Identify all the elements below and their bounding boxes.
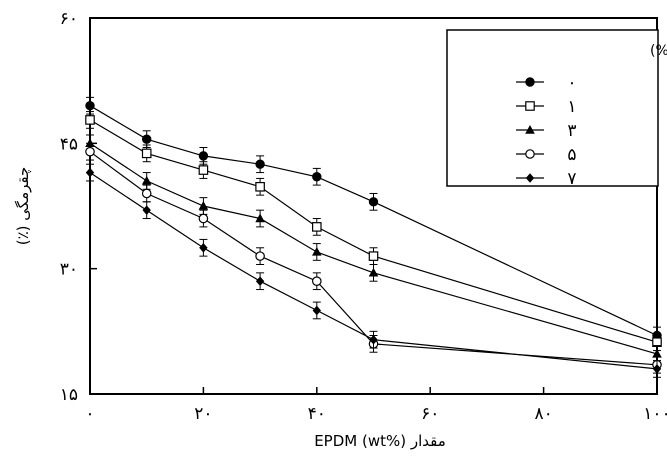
x-tick-label: ۶۰ [421,404,439,424]
x-tick-label: ۴۰ [308,404,326,424]
data-point [142,205,151,215]
data-point [198,201,209,210]
data-point [312,246,322,256]
data-point [368,251,379,261]
data-point [198,213,209,224]
legend: نانوخاک‌رس (wt%) ۰ ۱ ۳ ۵ ۷ [446,29,667,189]
x-tick-label: ۱۰۰ [643,404,667,424]
data-point [652,364,662,374]
series-layer [85,96,662,378]
legend-marker [525,77,535,87]
y-tick-label: ۱۵ [60,385,78,405]
legend-marker [525,125,535,134]
y-tick-label: ۶۰ [60,9,78,29]
plot-frame [89,17,658,395]
data-point [312,172,322,182]
legend-marker [525,101,535,111]
legend-label: ۵ [567,145,576,165]
x-tick-label: ۲۰ [194,404,212,424]
x-tick-label: ۸۰ [534,404,552,424]
legend-label: ۳ [567,121,576,141]
legend-marker [525,149,535,159]
data-point [199,242,208,253]
series-1 [85,111,662,352]
series-0 [85,96,662,345]
data-point [198,165,209,175]
series-4 [85,163,662,378]
y-tick-label: ۳۰ [60,260,78,280]
data-point [141,188,152,199]
legend-label: ۱ [567,97,576,117]
data-point [652,348,662,358]
data-point [255,181,265,192]
data-point [85,167,95,178]
legend-title: نانوخاک‌رس (wt%) [650,43,667,59]
data-point [311,276,322,286]
data-point [255,276,265,286]
legend-marker [525,173,535,183]
data-point [255,213,265,223]
data-point [85,138,95,148]
data-point [85,115,95,125]
data-point [141,175,152,185]
y-axis: ۱۵ ۳۰ ۴۵ ۶۰ [60,9,97,405]
series-2 [85,134,662,363]
legend-label: ۷ [567,169,576,189]
x-tick-label: ۰ [85,404,94,424]
x-axis-label: مقدار EPDM (wt%) [314,432,446,450]
data-point [312,305,321,316]
data-point [312,222,322,232]
legend-item-4: ۷ [516,169,577,189]
legend-item-1: ۱ [516,97,577,117]
data-point [141,148,152,159]
data-point [369,334,378,345]
legend-item-0: ۰ [516,73,577,93]
data-point [198,151,209,161]
data-point [255,159,265,169]
data-point [368,197,379,207]
data-point [142,134,152,144]
y-tick-label: ۴۵ [60,134,78,154]
legend-item-2: ۳ [516,121,577,141]
x-axis: ۰ ۲۰ ۴۰ ۶۰ ۸۰ ۱۰۰ [85,387,667,424]
legend-box [446,29,659,187]
legend-item-3: ۵ [516,145,577,165]
data-point [255,251,265,261]
y-axis-label: چقرمگی (٪) [14,167,32,246]
data-point [85,146,95,157]
legend-label: ۰ [567,73,576,93]
data-point [85,101,95,111]
data-point [368,267,379,277]
